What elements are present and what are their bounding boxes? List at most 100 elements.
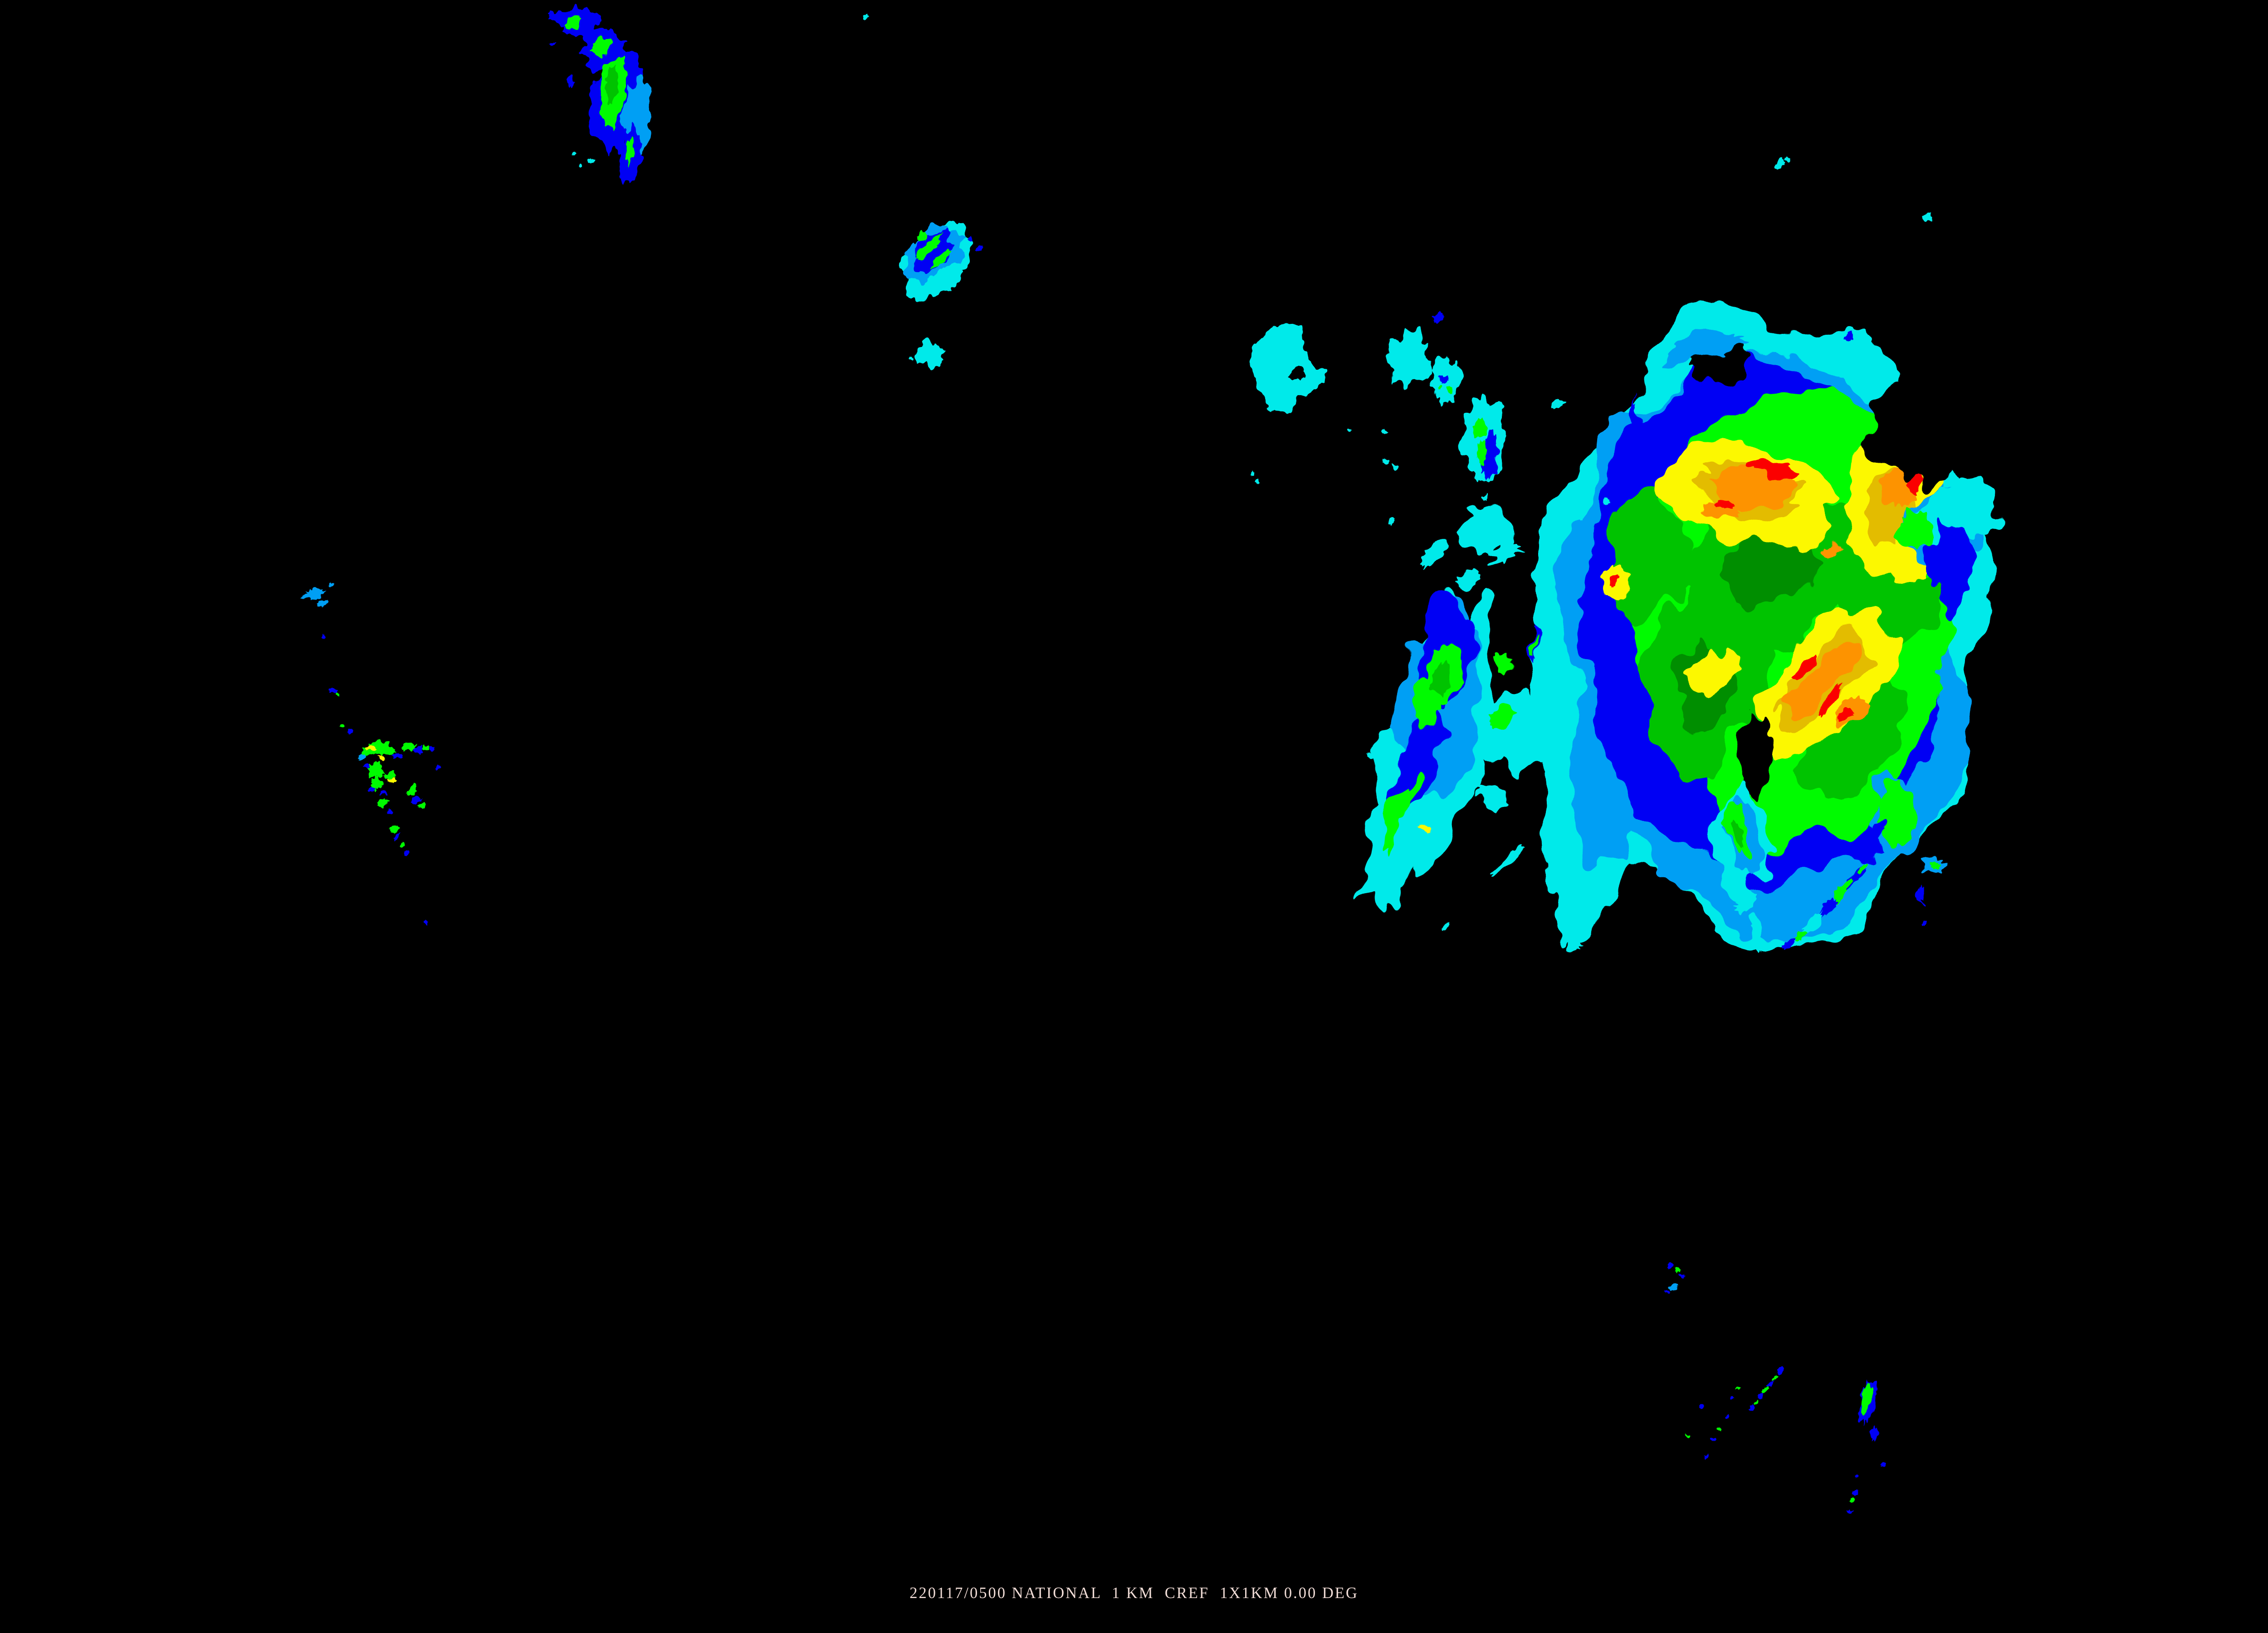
echo-blob-blue [413,746,424,753]
echo-blob-cyan [909,356,914,360]
echo-blob-skyblue [619,73,652,158]
echo-blob-cyan [1487,538,1523,565]
echo-blob-green [381,746,396,756]
echo-blob-cyan [588,159,595,164]
echo-blob-green [915,233,943,261]
echo-blob-skyblue [327,582,333,587]
echo-blob-blue [1664,1290,1670,1294]
echo-blob-midgreen [1432,664,1452,698]
echo-blob-cyan [1348,429,1353,433]
echo-blob-green [1897,508,1933,547]
echo-blob-green [1762,1387,1768,1393]
echo-blob-blue [1846,1508,1852,1513]
echo-blob-darkgreen [1719,531,1824,608]
echo-blob-blue [1865,854,1872,862]
echo-blob-yellow [365,744,377,750]
echo-blob-blue [1667,1263,1675,1268]
echo-blob-orange [1780,642,1859,719]
echo-blob-green [1860,1381,1874,1416]
echo-group-cell-north-mid [862,15,982,369]
echo-blob-skyblue [318,600,329,606]
echo-blob-blue [1923,918,1930,928]
echo-blob-blue [547,10,566,22]
echo-blob-blue [1872,818,1884,855]
echo-blob-blue [1766,1381,1774,1388]
echo-blob-cyan [1369,747,1378,754]
echo-blob-green [1834,879,1855,901]
echo-blob-green [1874,777,1919,846]
echo-blob-cyan [1387,327,1433,391]
echo-blob-cyan [1832,347,1874,382]
echo-blob-cyan [1751,911,1762,957]
echo-blob-blue [367,787,376,793]
echo-blob-blue [394,833,401,841]
echo-blob-cyan [1481,494,1488,500]
echo-blob-cyan [1549,396,1565,411]
echo-blob-blue [966,236,972,243]
echo-blob-cyan [1460,568,1482,587]
echo-blob-skyblue [301,588,327,601]
echo-blob-yellow [1688,645,1745,699]
echo-blob-green [418,802,425,810]
echo-blob-green [334,692,340,696]
echo-blob-blue [1432,312,1445,323]
echo-blob-green [625,136,634,166]
echo-blob-cyan [915,338,946,369]
echo-blob-green [1476,441,1487,466]
echo-blob-red [1816,682,1848,717]
product-title: 220117/0500 NATIONAL 1 KM CREF 1X1KM 0.0… [909,1584,1359,1602]
echo-blob-blue [1679,1273,1687,1278]
echo-blob-cyan [1492,844,1525,880]
echo-blob-green [401,742,417,751]
echo-blob-cyan [1437,925,1446,933]
echo-blob-cyan [578,163,582,168]
echo-blob-blue [424,919,430,924]
echo-blob-cyan [1392,465,1397,470]
echo-blob-blue [391,753,402,760]
echo-blob-cyan [1251,323,1316,415]
echo-blob-red [1838,711,1851,726]
echo-blob-green [1771,1375,1778,1382]
echo-blob-green [563,15,582,29]
echo-blob-green [1716,1428,1721,1432]
echo-group-storm-south-pieces [1560,770,1948,957]
echo-blob-green [1927,858,1943,871]
echo-blob-cyan [862,15,869,21]
echo-blob-cyan [920,348,924,353]
echo-blob-red [1790,658,1809,677]
echo-group-scatter-west [301,582,442,924]
echo-blob-cyan [1907,477,2006,551]
echo-blob-green [1447,387,1453,393]
echo-blob-green [389,825,398,834]
echo-blob-blue [1711,1437,1716,1441]
echo-blob-blue [320,635,326,640]
echo-blob-green [1496,655,1517,679]
echo-blob-green [423,745,431,750]
echo-blob-cyan [1456,507,1513,554]
echo-blob-orange [1828,541,1843,552]
echo-blob-green [1794,927,1812,943]
echo-blob-blue [1749,1404,1754,1410]
echo-blob-cyan [1560,929,1586,953]
echo-blob-red [1716,495,1736,507]
echo-blob-cyan [1386,524,1395,532]
echo-blob-cyan [1507,739,1544,772]
echo-blob-cyan [1784,156,1791,161]
echo-blob-blue [1854,1475,1860,1479]
echo-blob-midgreen [1795,668,1910,802]
echo-blob-blue [567,76,574,89]
echo-blob-blue [1880,1464,1885,1468]
echo-blob-cyan [919,266,963,300]
echo-blob-black [1862,379,1963,485]
echo-blob-blue [1730,1396,1735,1400]
echo-blob-blue [550,41,556,46]
echo-blob-blue [411,796,421,803]
reflectivity-echo-layers [301,5,2006,1513]
echo-blob-green [1532,641,1537,657]
echo-group-cell-center [1249,323,1353,484]
echo-group-cell-northwest [547,5,652,185]
echo-blob-blue [1924,523,1976,614]
echo-blob-green [1486,701,1516,736]
